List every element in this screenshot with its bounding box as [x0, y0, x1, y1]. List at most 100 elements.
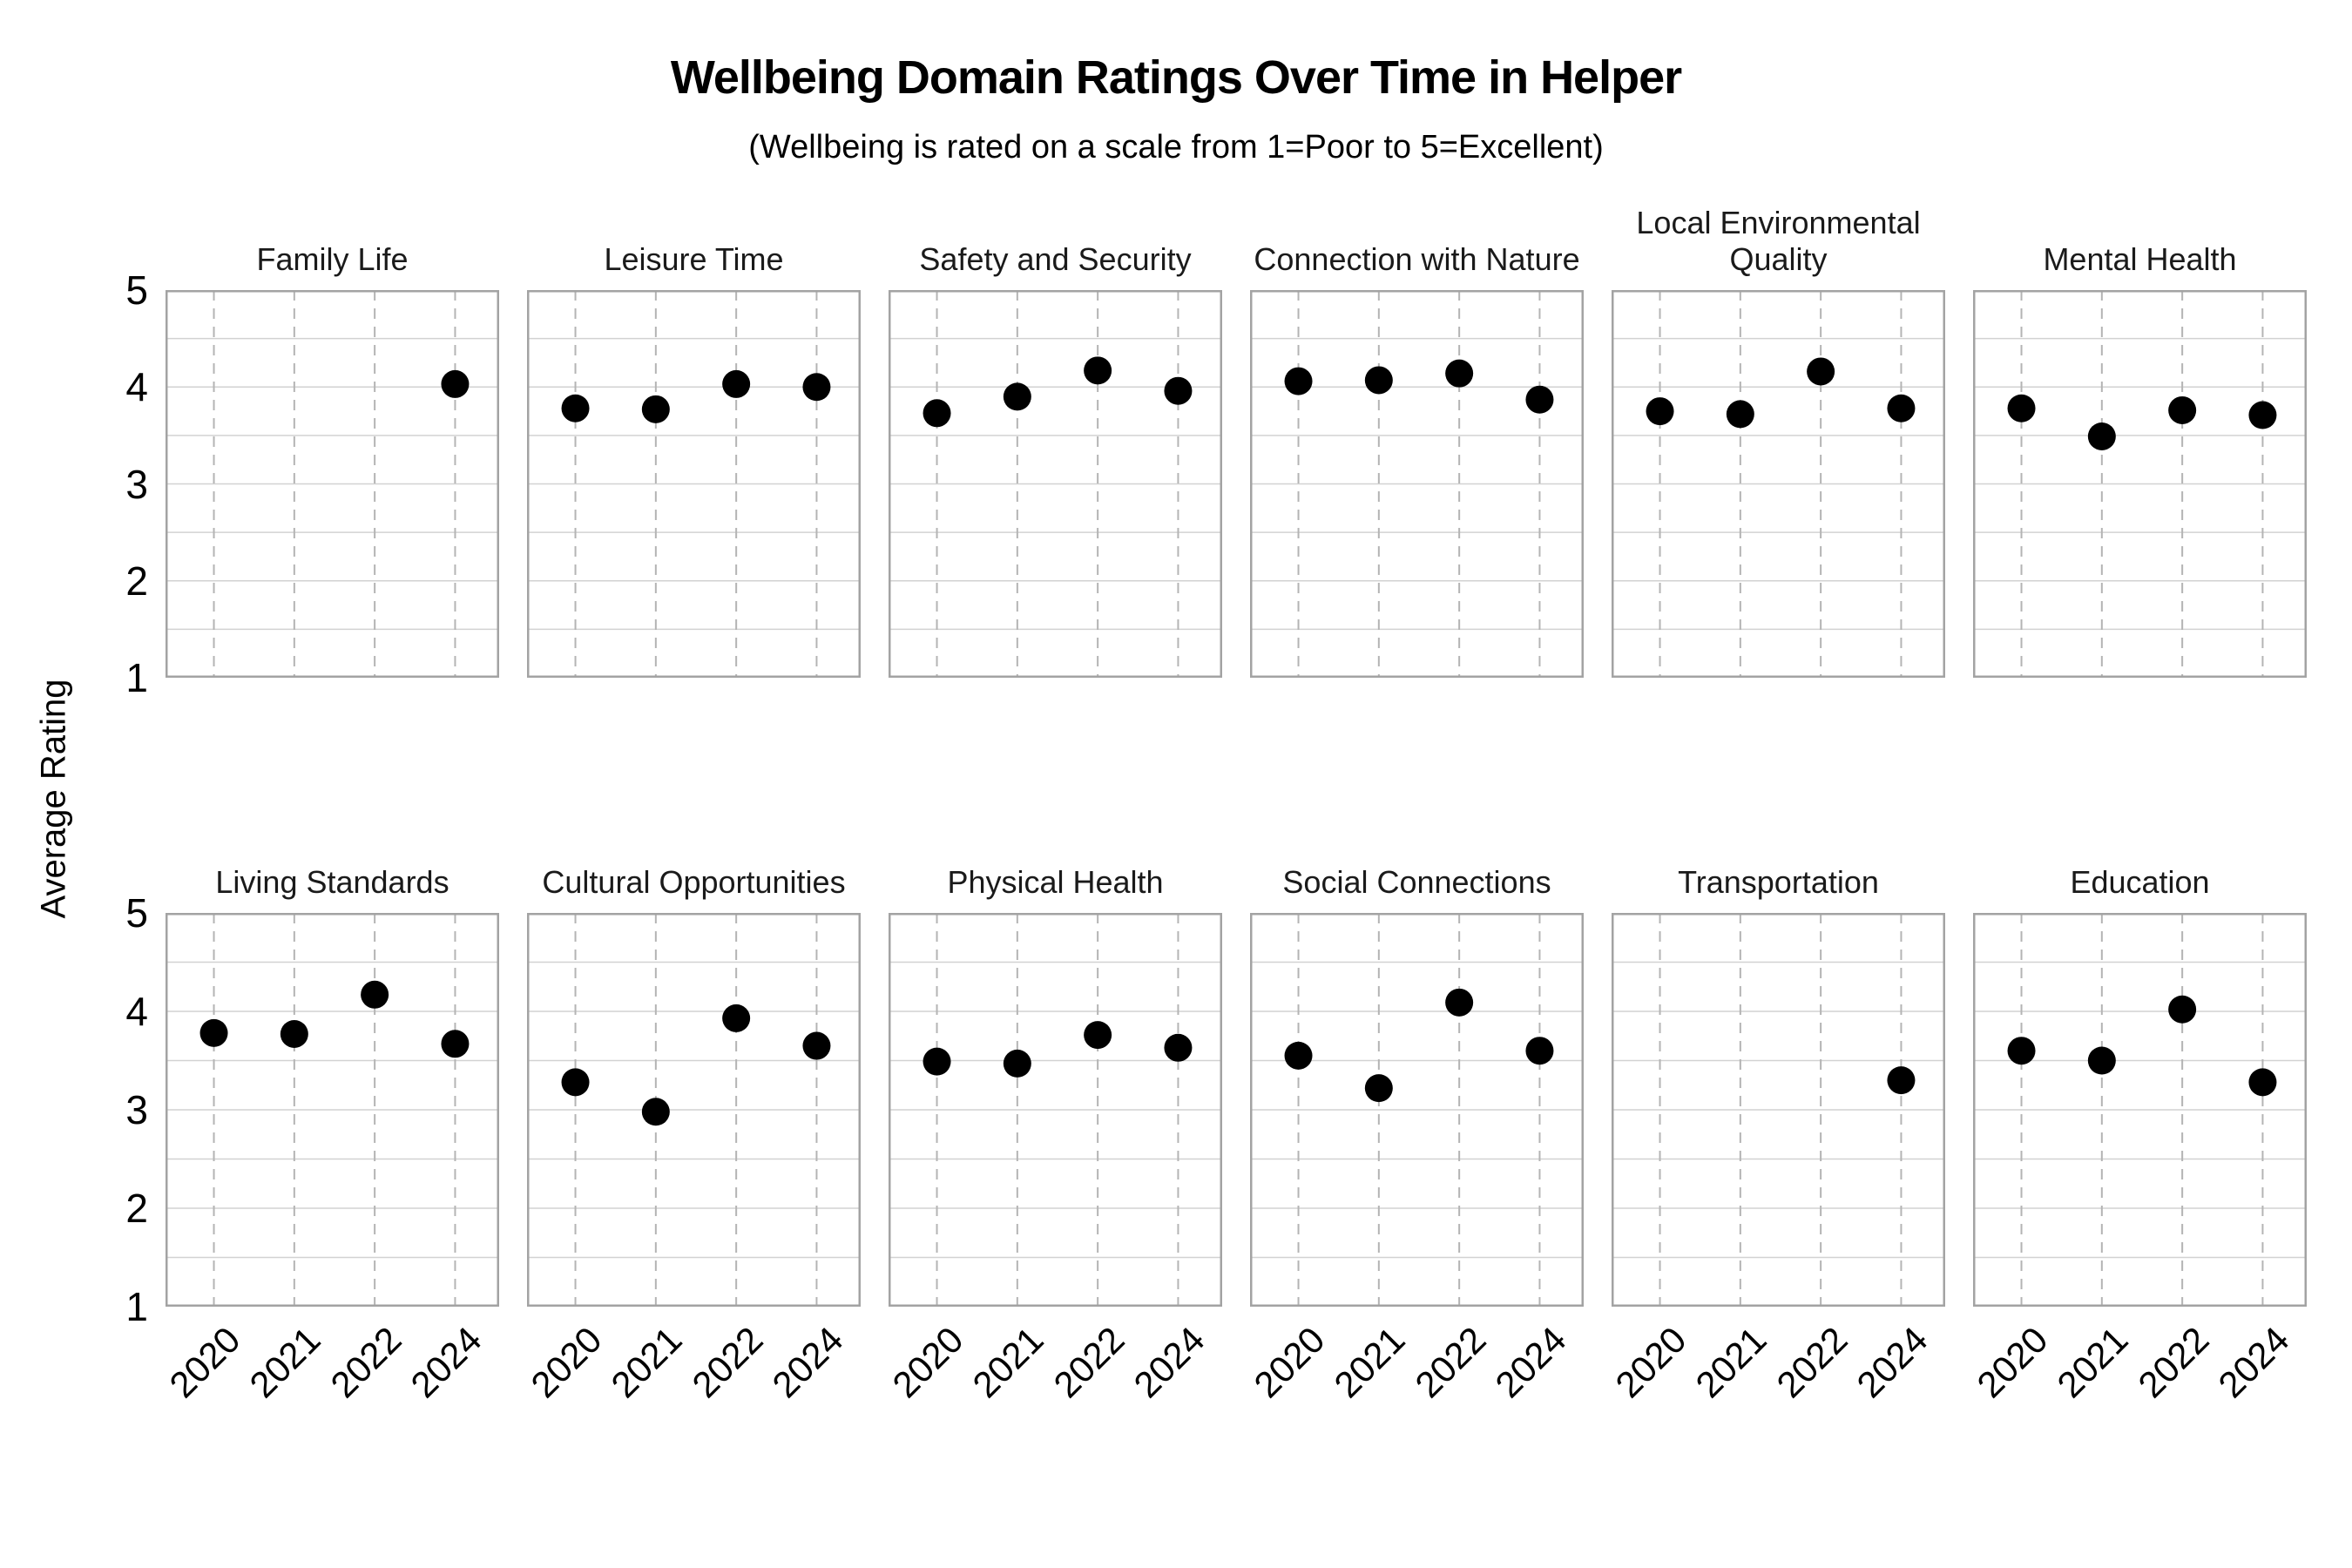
x-tick-label: 2022: [684, 1319, 771, 1406]
panel-border: [1612, 290, 1945, 678]
x-tick-label: 2021: [241, 1319, 329, 1406]
panel-mental-health: [1973, 290, 2307, 678]
panel-border: [1612, 913, 1945, 1307]
panel-title-safety-and-security: Safety and Security: [919, 241, 1192, 277]
data-point-2021: [1726, 400, 1754, 429]
data-point-2022: [1807, 357, 1835, 386]
data-point-2020: [1284, 367, 1313, 395]
y-tick-label: 2: [125, 558, 148, 604]
data-point-2020: [1646, 397, 1674, 426]
x-tick-label: 2024: [2210, 1319, 2297, 1406]
panel-plot-area: [1612, 913, 1945, 1307]
x-tick-label: 2022: [1045, 1319, 1132, 1406]
data-point-2021: [280, 1019, 308, 1048]
data-point-2022: [2168, 995, 2197, 1024]
data-point-2022: [2168, 395, 2197, 424]
data-point-2021: [641, 1098, 670, 1126]
data-point-2021: [1364, 366, 1393, 395]
y-tick-label: 4: [125, 989, 148, 1034]
data-point-2020: [199, 1018, 228, 1047]
panel-title-education: Education: [2070, 864, 2210, 900]
panel-border: [1250, 290, 1584, 678]
panel-plot-area: [1612, 290, 1945, 678]
data-point-2022: [1445, 359, 1474, 388]
data-point-2024: [441, 369, 470, 398]
data-point-2022: [1084, 356, 1112, 385]
data-point-2020: [1284, 1041, 1313, 1070]
data-point-2024: [1887, 1066, 1916, 1095]
x-tick-label: 2021: [964, 1319, 1052, 1406]
data-point-2024: [1164, 1033, 1193, 1062]
y-tick-label: 4: [125, 364, 148, 410]
data-point-2022: [361, 980, 389, 1009]
panel-plot-area: [1973, 913, 2307, 1307]
panel-safety-and-security: [889, 290, 1222, 678]
panel-title-mental-health: Mental Health: [2043, 241, 2237, 277]
x-tick-label: 2022: [322, 1319, 409, 1406]
data-point-2024: [802, 373, 831, 402]
x-tick-label: 2022: [2130, 1319, 2217, 1406]
panel-plot-area: [166, 290, 499, 678]
panel-title-social-connections: Social Connections: [1282, 864, 1551, 900]
data-point-2024: [1525, 385, 1554, 414]
y-tick-label: 2: [125, 1186, 148, 1231]
x-tick-label: 2024: [1487, 1319, 1574, 1406]
chart-subtitle: (Wellbeing is rated on a scale from 1=Po…: [748, 129, 1604, 166]
data-point-2024: [1525, 1037, 1554, 1065]
panel-cultural-opportunities: [527, 913, 861, 1307]
panel-title-connection-with-nature: Connection with Nature: [1254, 241, 1580, 277]
panel-border: [889, 913, 1222, 1307]
y-tick-label: 3: [125, 1087, 148, 1132]
panel-border: [166, 913, 499, 1307]
data-point-2024: [2248, 1068, 2277, 1097]
data-point-2022: [722, 1004, 751, 1032]
chart-title: Wellbeing Domain Ratings Over Time in He…: [670, 51, 1682, 104]
panel-border: [527, 290, 861, 678]
data-point-2022: [722, 369, 751, 398]
panel-plot-area: [1250, 913, 1584, 1307]
panel-plot-area: [527, 290, 861, 678]
x-tick-label: 2020: [1969, 1319, 2056, 1406]
panel-plot-area: [889, 290, 1222, 678]
data-point-2020: [923, 1047, 951, 1076]
panel-family-life: [166, 290, 499, 678]
y-axis-label: Average Rating: [34, 679, 73, 919]
x-tick-label: 2021: [1326, 1319, 1414, 1406]
data-point-2024: [441, 1030, 470, 1058]
panel-title-local-environmental-quality: Local Environmental Quality: [1636, 205, 1921, 277]
data-point-2021: [641, 395, 670, 423]
data-point-2024: [1887, 394, 1916, 422]
data-point-2021: [1003, 1049, 1031, 1078]
panel-title-leisure-time: Leisure Time: [604, 241, 784, 277]
panel-plot-area: [527, 913, 861, 1307]
x-tick-label: 2021: [603, 1319, 691, 1406]
x-tick-label: 2024: [1848, 1319, 1936, 1406]
panel-title-living-standards: Living Standards: [215, 864, 449, 900]
panel-local-environmental-quality: [1612, 290, 1945, 678]
x-tick-label: 2020: [161, 1319, 248, 1406]
x-tick-label: 2020: [1607, 1319, 1694, 1406]
panel-plot-area: [1973, 290, 2307, 678]
panel-border: [166, 290, 499, 678]
x-tick-label: 2024: [764, 1319, 851, 1406]
data-point-2020: [2007, 1037, 2036, 1065]
panel-connection-with-nature: [1250, 290, 1584, 678]
data-point-2020: [561, 394, 590, 422]
data-point-2020: [561, 1068, 590, 1097]
data-point-2024: [1164, 376, 1193, 405]
panel-plot-area: [889, 913, 1222, 1307]
panel-transportation: [1612, 913, 1945, 1307]
x-tick-label: 2022: [1768, 1319, 1855, 1406]
data-point-2021: [1003, 382, 1031, 411]
panel-title-transportation: Transportation: [1678, 864, 1879, 900]
x-tick-label: 2022: [1407, 1319, 1494, 1406]
panel-plot-area: [166, 913, 499, 1307]
x-tick-label: 2024: [402, 1319, 490, 1406]
data-point-2022: [1445, 988, 1474, 1017]
data-point-2020: [2007, 394, 2036, 422]
panel-title-cultural-opportunities: Cultural Opportunities: [542, 864, 846, 900]
data-point-2024: [802, 1031, 831, 1060]
y-tick-label: 1: [125, 655, 148, 700]
panel-border: [1250, 913, 1584, 1307]
